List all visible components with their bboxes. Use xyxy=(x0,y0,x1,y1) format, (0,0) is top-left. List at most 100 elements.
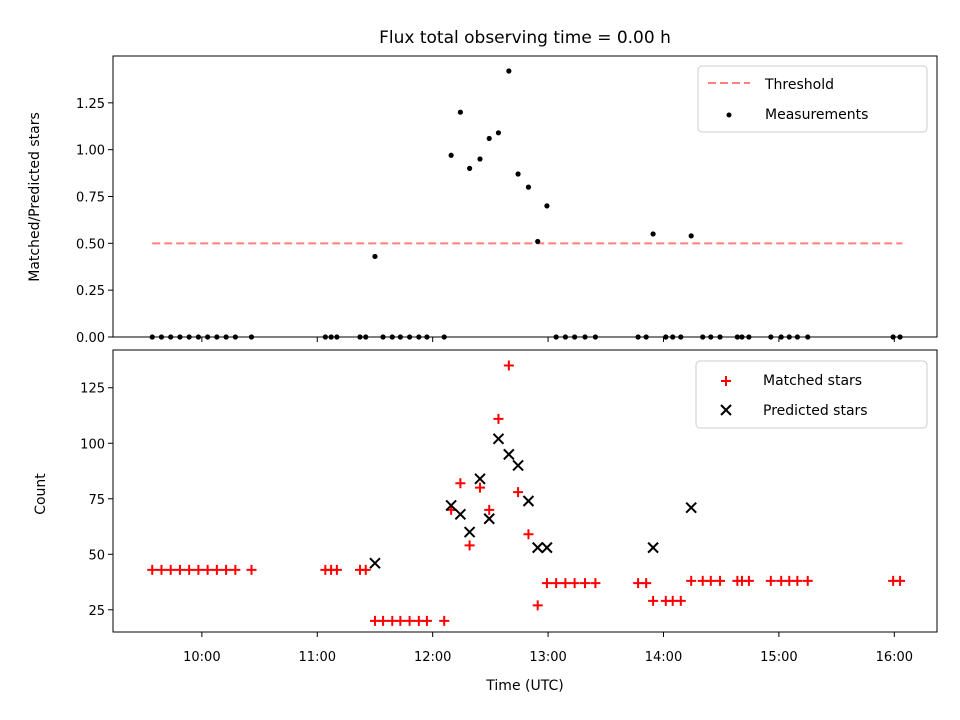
predicted-star-marker xyxy=(685,501,697,514)
matched-star-marker xyxy=(541,578,552,589)
bottom-legend-box xyxy=(695,360,928,429)
matched-star-marker xyxy=(395,615,406,626)
bottom-y-tick-label: 50 xyxy=(88,548,105,563)
measurement-point xyxy=(535,238,541,245)
matched-star-marker xyxy=(895,575,906,586)
matched-star-marker xyxy=(474,482,485,493)
matched-star-marker xyxy=(147,564,158,575)
matched-star-marker xyxy=(211,564,222,575)
top-legend-box xyxy=(697,65,928,133)
matched-star-marker xyxy=(193,564,204,575)
matched-star-marker xyxy=(246,564,257,575)
measurement-point xyxy=(457,109,463,115)
matched-star-marker xyxy=(686,575,697,586)
bottom-x-tick-label: 12:00 xyxy=(414,650,451,665)
matched-star-marker xyxy=(648,595,659,606)
matched-star-marker xyxy=(184,564,195,575)
measurement-point xyxy=(372,253,378,260)
legend-predicted-swatch xyxy=(720,404,732,416)
matched-star-marker xyxy=(705,575,716,586)
chart-title: Flux total observing time = 0.00 h xyxy=(379,28,671,48)
top-plot-frame xyxy=(112,55,938,338)
top-legend: Threshold Measurements xyxy=(697,65,928,133)
top-y-tick-label: 0.00 xyxy=(76,331,105,346)
matched-star-marker xyxy=(331,564,342,575)
predicted-star-marker xyxy=(492,433,505,445)
matched-star-marker xyxy=(503,360,514,371)
bottom-x-tick-label: 14:00 xyxy=(645,650,682,665)
top-y-tick-label: 0.25 xyxy=(76,284,105,299)
measurement-point xyxy=(650,231,656,237)
top-panel: 0.00 0.25 0.50 0.75 1.00 1.25 Matched/Predict… xyxy=(27,55,938,346)
matched-star-marker xyxy=(439,615,450,626)
matched-star-marker xyxy=(675,595,686,606)
matched-star-marker xyxy=(378,615,389,626)
bottom-y-tick-label: 75 xyxy=(88,493,105,508)
top-y-tick-label: 1.00 xyxy=(76,144,105,159)
matched-star-marker xyxy=(174,564,185,575)
matched-star-marker xyxy=(580,578,591,589)
matched-star-marker xyxy=(802,575,813,586)
matched-star-marker xyxy=(493,413,504,424)
legend-matched-label: Matched stars xyxy=(763,373,862,389)
bottom-y-tick-label: 100 xyxy=(80,437,105,452)
bottom-x-tick-label: 16:00 xyxy=(876,650,913,665)
bottom-x-tick-label: 15:00 xyxy=(760,650,797,665)
matched-star-marker xyxy=(156,564,167,575)
matched-star-marker xyxy=(523,529,534,540)
matched-star-marker xyxy=(560,578,571,589)
top-y-tick-label: 0.75 xyxy=(76,191,105,206)
predicted-star-marker xyxy=(454,508,467,521)
predicted-star-marker xyxy=(647,541,659,554)
measurement-point xyxy=(506,68,512,74)
matched-star-marker xyxy=(230,564,241,575)
matched-star-marker xyxy=(165,564,176,575)
bottom-x-axis-label: Time (UTC) xyxy=(485,678,563,694)
predicted-star-marker xyxy=(531,541,544,554)
top-y-tick-label: 0.50 xyxy=(76,237,105,252)
predicted-star-marker xyxy=(369,557,381,569)
bottom-x-tick-label: 13:00 xyxy=(529,650,566,665)
legend-measurements-label: Measurements xyxy=(765,107,868,123)
matched-star-marker xyxy=(513,487,524,498)
measurement-point xyxy=(544,203,550,209)
bottom-plot-frame xyxy=(112,349,938,633)
bottom-x-tick-label: 11:00 xyxy=(299,650,336,665)
predicted-star-marker xyxy=(522,495,535,507)
bottom-y-axis-label: Count xyxy=(33,473,49,515)
legend-measurements-swatch xyxy=(726,112,732,118)
matched-star-marker xyxy=(551,578,562,589)
predicted-star-marker xyxy=(445,499,457,512)
legend-matched-swatch xyxy=(721,376,731,386)
matched-star-marker xyxy=(202,564,213,575)
matched-star-marker xyxy=(641,578,652,589)
bottom-y-tick-label: 25 xyxy=(88,604,105,619)
predicted-star-marker xyxy=(503,448,515,461)
matched-star-marker xyxy=(421,615,432,626)
predicted-star-marker xyxy=(463,526,476,538)
matched-star-marker xyxy=(464,540,475,551)
matched-star-marker xyxy=(455,478,466,489)
measurement-point xyxy=(688,233,694,239)
matched-star-marker xyxy=(715,575,726,586)
measurement-point xyxy=(486,135,492,142)
bottom-x-tick-label: 10:00 xyxy=(183,650,220,665)
bottom-y-tick-label: 125 xyxy=(80,382,105,397)
measurement-point xyxy=(525,184,532,190)
legend-predicted-label: Predicted stars xyxy=(763,403,868,419)
top-y-axis-label: Matched/Predicted stars xyxy=(27,112,43,282)
bottom-panel: 25 50 75 100 125 10:00 11:00 12:00 13:00 14:00 15:… xyxy=(33,349,938,694)
legend-threshold-label: Threshold xyxy=(764,77,834,93)
measurement-point xyxy=(495,130,502,136)
bottom-legend: Matched stars Predicted stars xyxy=(695,360,928,429)
matched-star-marker xyxy=(221,564,232,575)
matched-star-marker xyxy=(532,600,543,611)
predicted-star-marker xyxy=(483,513,495,525)
matched-star-marker xyxy=(792,575,803,586)
measurement-point xyxy=(515,171,521,177)
measurement-point xyxy=(467,165,473,171)
matched-star-marker xyxy=(484,504,495,515)
predicted-star-marker xyxy=(474,473,486,485)
measurement-point xyxy=(477,156,483,162)
